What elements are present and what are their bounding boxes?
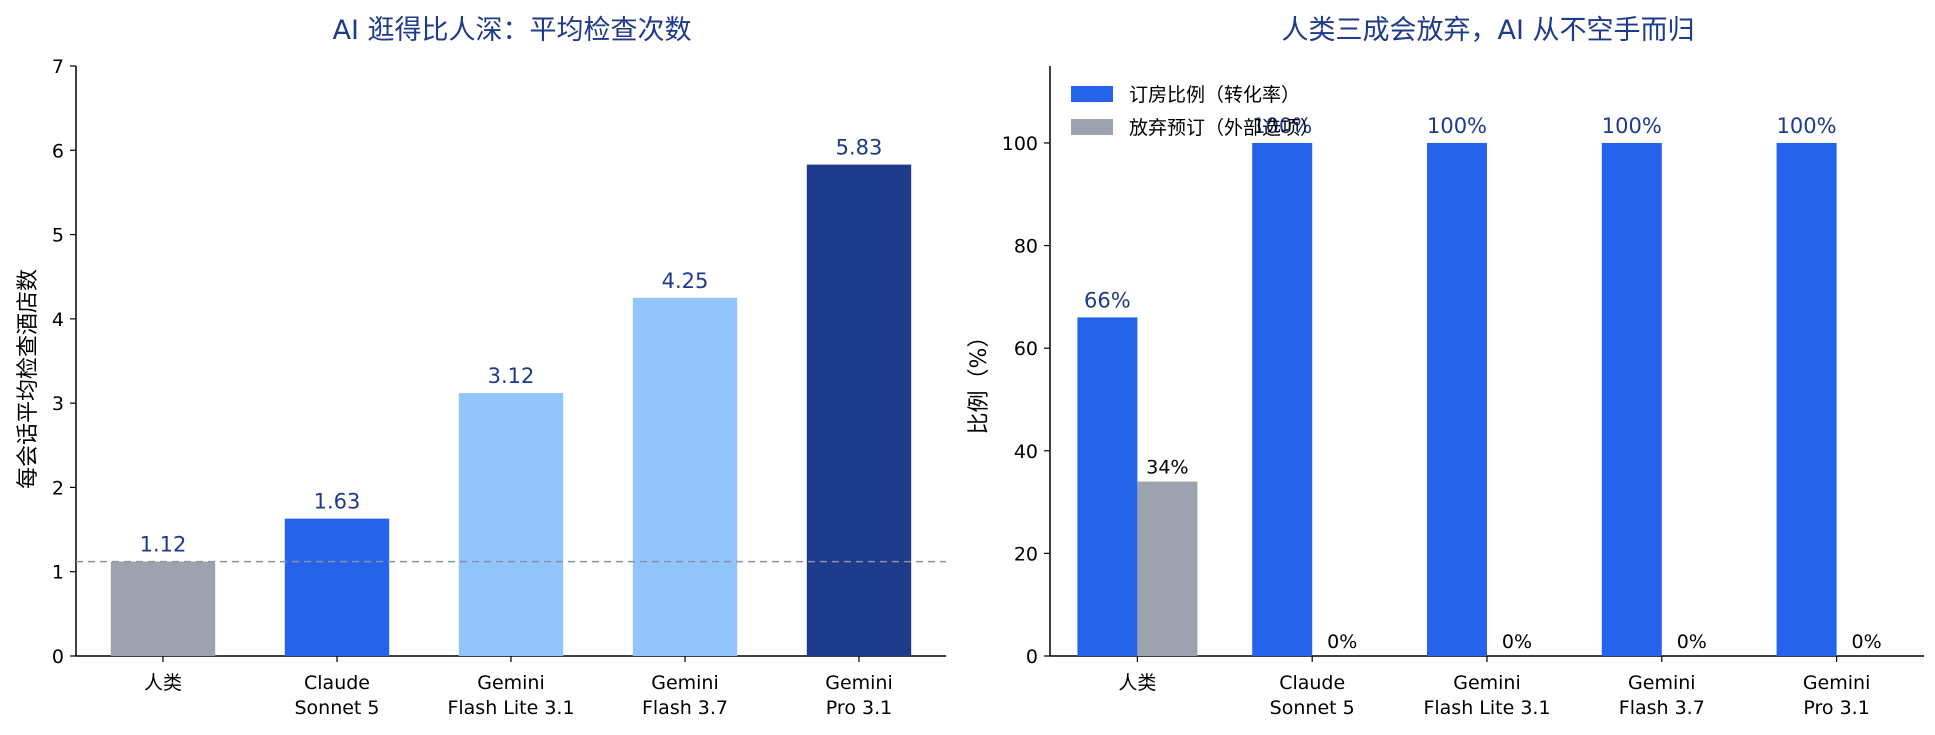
depth-chart-x-tick-label-line-1: Gemini xyxy=(477,672,545,694)
booking-chart-y-tick-label: 100 xyxy=(1002,133,1038,155)
depth-chart-y-axis-label: 每会话平均检查酒店数 xyxy=(16,269,41,489)
legend-label-abandon: 放弃预订（外部选项） xyxy=(1129,117,1319,139)
booking-chart-x-tick-label-line-2: Sonnet 5 xyxy=(1270,697,1355,719)
legend-swatch-booking xyxy=(1071,86,1113,102)
depth-chart-x-tick-label-line-2: Sonnet 5 xyxy=(294,697,379,719)
depth-chart-bar xyxy=(806,164,912,656)
booking-bar xyxy=(1077,317,1138,656)
depth-chart-x-tick-label-line-1: Gemini xyxy=(651,672,719,694)
booking-value-label: 100% xyxy=(1777,114,1837,138)
depth-chart-value-label: 1.63 xyxy=(314,490,361,514)
abandon-value-label: 0% xyxy=(1852,631,1882,653)
booking-bar xyxy=(1601,142,1662,656)
abandon-bar xyxy=(1137,481,1198,656)
depth-chart-bar xyxy=(284,518,390,656)
abandon-value-label: 0% xyxy=(1677,631,1707,653)
depth-chart-y-tick-label: 7 xyxy=(52,56,64,78)
booking-chart-x-tick-label-line-1: Gemini xyxy=(1803,672,1871,694)
booking-bar xyxy=(1252,142,1313,656)
booking-chart-y-tick-label: 0 xyxy=(1026,646,1038,668)
depth-chart-y-tick-label: 5 xyxy=(52,225,64,247)
depth-chart-y-tick-label: 3 xyxy=(52,393,64,415)
depth-chart-x-tick-label-line-1: Claude xyxy=(304,672,370,694)
booking-chart-y-tick-label: 40 xyxy=(1014,441,1038,463)
booking-chart-title: 人类三成会放弃，AI 从不空手而归 xyxy=(1281,15,1694,46)
booking-chart-x-tick-label-line-2: Pro 3.1 xyxy=(1803,697,1869,719)
abandon-value-label: 0% xyxy=(1502,631,1532,653)
booking-chart-y-axis-label: 比例（%） xyxy=(967,326,992,435)
booking-value-label: 66% xyxy=(1084,288,1131,312)
depth-chart-value-label: 5.83 xyxy=(836,136,883,160)
depth-chart-y-tick-label: 2 xyxy=(52,477,64,499)
booking-chart-y-tick-label: 80 xyxy=(1014,236,1038,258)
booking-chart-x-tick-label-line-1: Claude xyxy=(1279,672,1345,694)
booking-chart-x-tick-label-line-2: Flash Lite 3.1 xyxy=(1423,697,1550,719)
booking-chart-legend: 订房比例（转化率） 放弃预订（外部选项） xyxy=(1071,84,1319,139)
booking-bar xyxy=(1776,142,1837,656)
depth-chart-y-tick-label: 4 xyxy=(52,309,64,331)
depth-chart-plot-area: 0 1 2 3 4 5 6 7 1.12 人类 1.63 Claude Sonnet 5 3.12 Gemi… xyxy=(52,56,946,719)
booking-chart-x-tick-label-line-1: Gemini xyxy=(1453,672,1521,694)
booking-bar xyxy=(1427,142,1487,656)
depth-chart-title: AI 逛得比人深：平均检查次数 xyxy=(332,15,691,46)
booking-chart-x-tick-label-line-1: Gemini xyxy=(1628,672,1696,694)
booking-chart-x-tick-label-line-2: Flash 3.7 xyxy=(1619,697,1705,719)
depth-chart: AI 逛得比人深：平均检查次数 每会话平均检查酒店数 0 1 2 3 4 5 6 7 1.12 人… xyxy=(16,15,946,719)
depth-chart-x-tick-label-line-1: Gemini xyxy=(825,672,893,694)
depth-chart-x-tick-label-line-2: Flash 3.7 xyxy=(642,697,728,719)
depth-chart-value-label: 1.12 xyxy=(140,533,187,557)
depth-chart-bar xyxy=(458,393,564,656)
depth-chart-value-label: 4.25 xyxy=(662,269,709,293)
depth-chart-y-tick-label: 1 xyxy=(52,562,64,584)
depth-chart-x-tick-label-line-2: Pro 3.1 xyxy=(826,697,892,719)
booking-value-label: 100% xyxy=(1427,114,1487,138)
depth-chart-bar xyxy=(110,561,216,656)
booking-chart-y-tick-label: 20 xyxy=(1014,543,1038,565)
booking-chart: 人类三成会放弃，AI 从不空手而归 比例（%） 0 20 40 60 80 100 66% 3… xyxy=(967,15,1924,719)
depth-chart-y-tick-label: 0 xyxy=(52,646,64,668)
depth-chart-x-tick-label-line-2: Flash Lite 3.1 xyxy=(447,697,574,719)
depth-chart-bar xyxy=(632,297,738,656)
depth-chart-value-label: 3.12 xyxy=(488,364,535,388)
legend-swatch-abandon xyxy=(1071,119,1113,135)
booking-chart-y-tick-label: 60 xyxy=(1014,338,1038,360)
booking-chart-plot-area: 0 20 40 60 80 100 66% 34% 人类 100% 0% Claude Sonnet 5… xyxy=(1002,66,1924,719)
depth-chart-x-tick-label: 人类 xyxy=(144,672,182,694)
legend-label-booking: 订房比例（转化率） xyxy=(1129,84,1300,106)
booking-chart-x-tick-label: 人类 xyxy=(1118,672,1156,694)
booking-value-label: 100% xyxy=(1602,114,1662,138)
booking-value-label: 100% xyxy=(1252,114,1312,138)
abandon-value-label: 0% xyxy=(1327,631,1357,653)
abandon-value-label: 34% xyxy=(1146,457,1188,479)
depth-chart-y-tick-label: 6 xyxy=(52,140,64,162)
